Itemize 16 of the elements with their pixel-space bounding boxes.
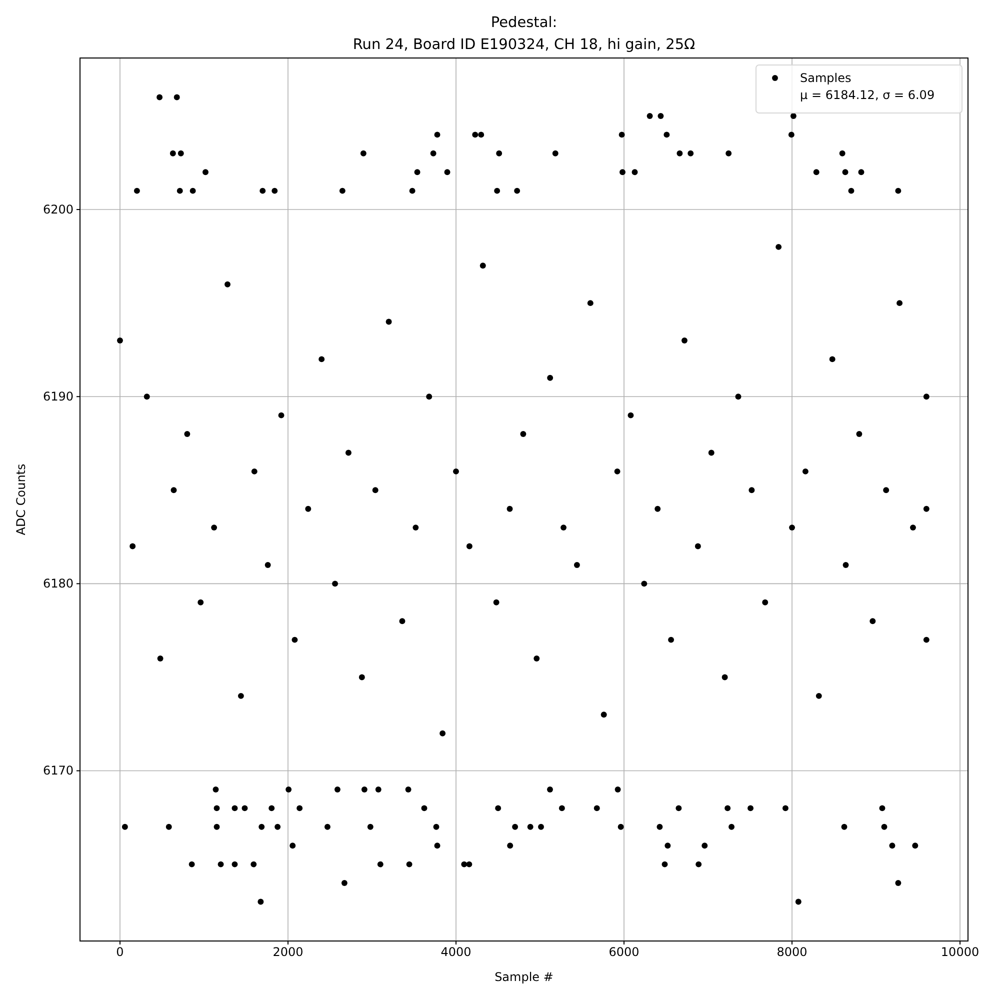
y-tick-label: 6190 xyxy=(42,389,74,404)
y-axis-title: ADC Counts xyxy=(14,464,28,536)
x-axis-title: Sample # xyxy=(494,970,554,984)
x-tick-label: 6000 xyxy=(608,945,640,960)
chart-title: Pedestal: xyxy=(490,15,558,31)
x-tick-label: 0 xyxy=(116,945,124,960)
y-tick-label: 6180 xyxy=(42,576,74,591)
x-tick-label: 8000 xyxy=(776,945,808,960)
x-tick-label: 4000 xyxy=(440,945,472,960)
y-tick-label: 6170 xyxy=(42,764,74,778)
annotation: μ = 6184.12, σ = 6.09 xyxy=(800,88,935,102)
y-tick-label: 6200 xyxy=(42,202,74,216)
legend-label: Samples xyxy=(800,71,852,85)
x-tick-label: 2000 xyxy=(272,945,304,960)
chart-subtitle: Run 24, Board ID E190324, CH 18, hi gain, 25Ω xyxy=(352,37,696,53)
x-tick-label: 10000 xyxy=(940,945,980,960)
